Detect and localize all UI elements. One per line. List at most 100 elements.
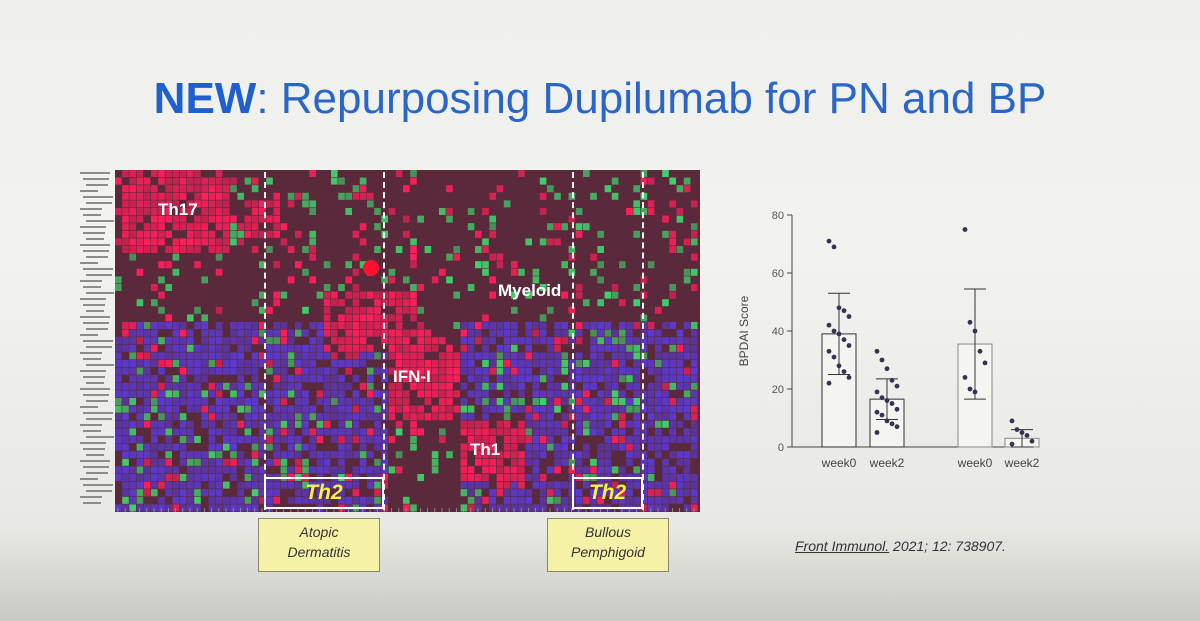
heatmap-cell bbox=[374, 299, 381, 307]
heatmap-cell bbox=[611, 466, 619, 474]
heatmap-cell bbox=[338, 299, 345, 307]
heatmap-cell bbox=[237, 375, 244, 383]
gene-label-mark bbox=[80, 478, 98, 480]
heatmap-cell bbox=[410, 413, 417, 421]
heatmap-cell bbox=[669, 230, 676, 238]
heatmap-cell bbox=[352, 428, 360, 436]
heatmap-cell bbox=[575, 451, 583, 459]
heatmap-cell bbox=[655, 329, 662, 337]
heatmap-cell bbox=[237, 223, 244, 231]
heatmap-cell bbox=[496, 329, 504, 337]
data-point bbox=[831, 354, 837, 360]
heatmap-cell bbox=[460, 337, 468, 345]
heatmap-cell bbox=[611, 375, 619, 383]
heatmap-cell bbox=[431, 360, 439, 367]
heatmap-cell bbox=[129, 344, 136, 352]
heatmap-cell bbox=[590, 428, 597, 436]
heatmap-cell bbox=[403, 367, 410, 375]
heatmap-cell bbox=[439, 375, 446, 383]
heatmap-cell bbox=[633, 382, 640, 390]
heatmap-cell bbox=[259, 306, 266, 314]
heatmap-cell bbox=[626, 398, 633, 405]
heatmap-cell bbox=[655, 398, 662, 405]
heatmap-cell bbox=[561, 428, 568, 436]
heatmap-cell bbox=[287, 382, 295, 390]
heatmap-cell bbox=[295, 489, 302, 497]
heatmap-cell bbox=[172, 443, 180, 451]
heatmap-cell bbox=[208, 200, 216, 208]
heatmap-cell bbox=[280, 238, 288, 246]
heatmap-cell bbox=[460, 489, 468, 497]
heatmap-cell bbox=[446, 344, 453, 352]
heatmap-cell bbox=[683, 390, 691, 398]
heatmap-cell bbox=[165, 405, 172, 413]
heatmap-cell bbox=[467, 428, 475, 436]
heatmap-cell bbox=[172, 200, 180, 208]
heatmap-cell bbox=[611, 390, 619, 398]
heatmap-cell bbox=[554, 466, 561, 474]
heatmap-cell bbox=[388, 352, 396, 360]
heatmap-cell bbox=[475, 322, 482, 329]
heatmap-cell bbox=[403, 352, 410, 360]
heatmap-cell bbox=[143, 185, 151, 193]
heatmap-cell bbox=[244, 481, 252, 489]
heatmap-cell bbox=[496, 428, 504, 436]
heatmap-cell bbox=[539, 352, 547, 360]
heatmap-cell bbox=[359, 436, 367, 443]
heatmap-cell bbox=[691, 375, 698, 383]
heatmap-cell bbox=[115, 284, 122, 291]
heatmap-cell bbox=[295, 405, 302, 413]
heatmap-cell bbox=[151, 436, 158, 443]
heatmap-cell bbox=[647, 329, 655, 337]
heatmap-cell bbox=[655, 489, 662, 497]
heatmap-cell bbox=[496, 360, 504, 367]
heatmap-cell bbox=[302, 306, 309, 314]
y-tick-label: 60 bbox=[772, 268, 784, 280]
heatmap-cell bbox=[482, 246, 489, 253]
heatmap-cell bbox=[129, 367, 136, 375]
heatmap-cell bbox=[626, 436, 633, 443]
heatmap-cell bbox=[669, 405, 676, 413]
heatmap-cell bbox=[475, 481, 482, 489]
citation-journal[interactable]: Front Immunol. bbox=[795, 538, 890, 554]
heatmap-cell bbox=[230, 428, 237, 436]
heatmap-cell bbox=[460, 405, 468, 413]
heatmap-cell bbox=[662, 496, 669, 504]
heatmap-cell bbox=[647, 322, 655, 329]
heatmap-cell bbox=[417, 352, 424, 360]
heatmap-cell bbox=[410, 352, 417, 360]
heatmap-cell bbox=[619, 390, 626, 398]
heatmap-cell bbox=[691, 489, 698, 497]
heatmap-cell bbox=[251, 299, 259, 307]
heatmap-cell bbox=[489, 291, 496, 299]
heatmap-cell bbox=[179, 215, 187, 223]
gene-label-mark bbox=[86, 220, 114, 222]
heatmap-cell bbox=[374, 496, 381, 504]
heatmap-cell bbox=[338, 398, 345, 405]
heatmap-cell bbox=[496, 352, 504, 360]
heatmap-cell bbox=[633, 208, 640, 215]
heatmap-cell bbox=[244, 428, 252, 436]
heatmap-cell bbox=[323, 413, 331, 421]
heatmap-cell bbox=[669, 481, 676, 489]
heatmap-cell bbox=[302, 360, 309, 367]
heatmap-cell bbox=[244, 436, 252, 443]
heatmap-cell bbox=[539, 192, 547, 200]
heatmap-cell bbox=[417, 284, 424, 291]
heatmap-cell bbox=[223, 192, 230, 200]
heatmap-cell bbox=[446, 215, 453, 223]
heatmap-cell bbox=[244, 420, 252, 428]
heatmap-cell bbox=[129, 215, 136, 223]
heatmap-cell bbox=[129, 375, 136, 383]
heatmap-cell bbox=[496, 185, 504, 193]
heatmap-cell bbox=[151, 299, 158, 307]
heatmap-cell bbox=[244, 215, 252, 223]
heatmap-cell bbox=[503, 436, 511, 443]
heatmap-cell bbox=[575, 458, 583, 466]
heatmap-cell bbox=[266, 306, 273, 314]
gene-label-mark bbox=[80, 334, 98, 336]
gene-label-mark bbox=[83, 268, 113, 270]
heatmap-cell bbox=[143, 390, 151, 398]
heatmap-cell bbox=[295, 413, 302, 421]
heatmap-cell bbox=[194, 246, 201, 253]
